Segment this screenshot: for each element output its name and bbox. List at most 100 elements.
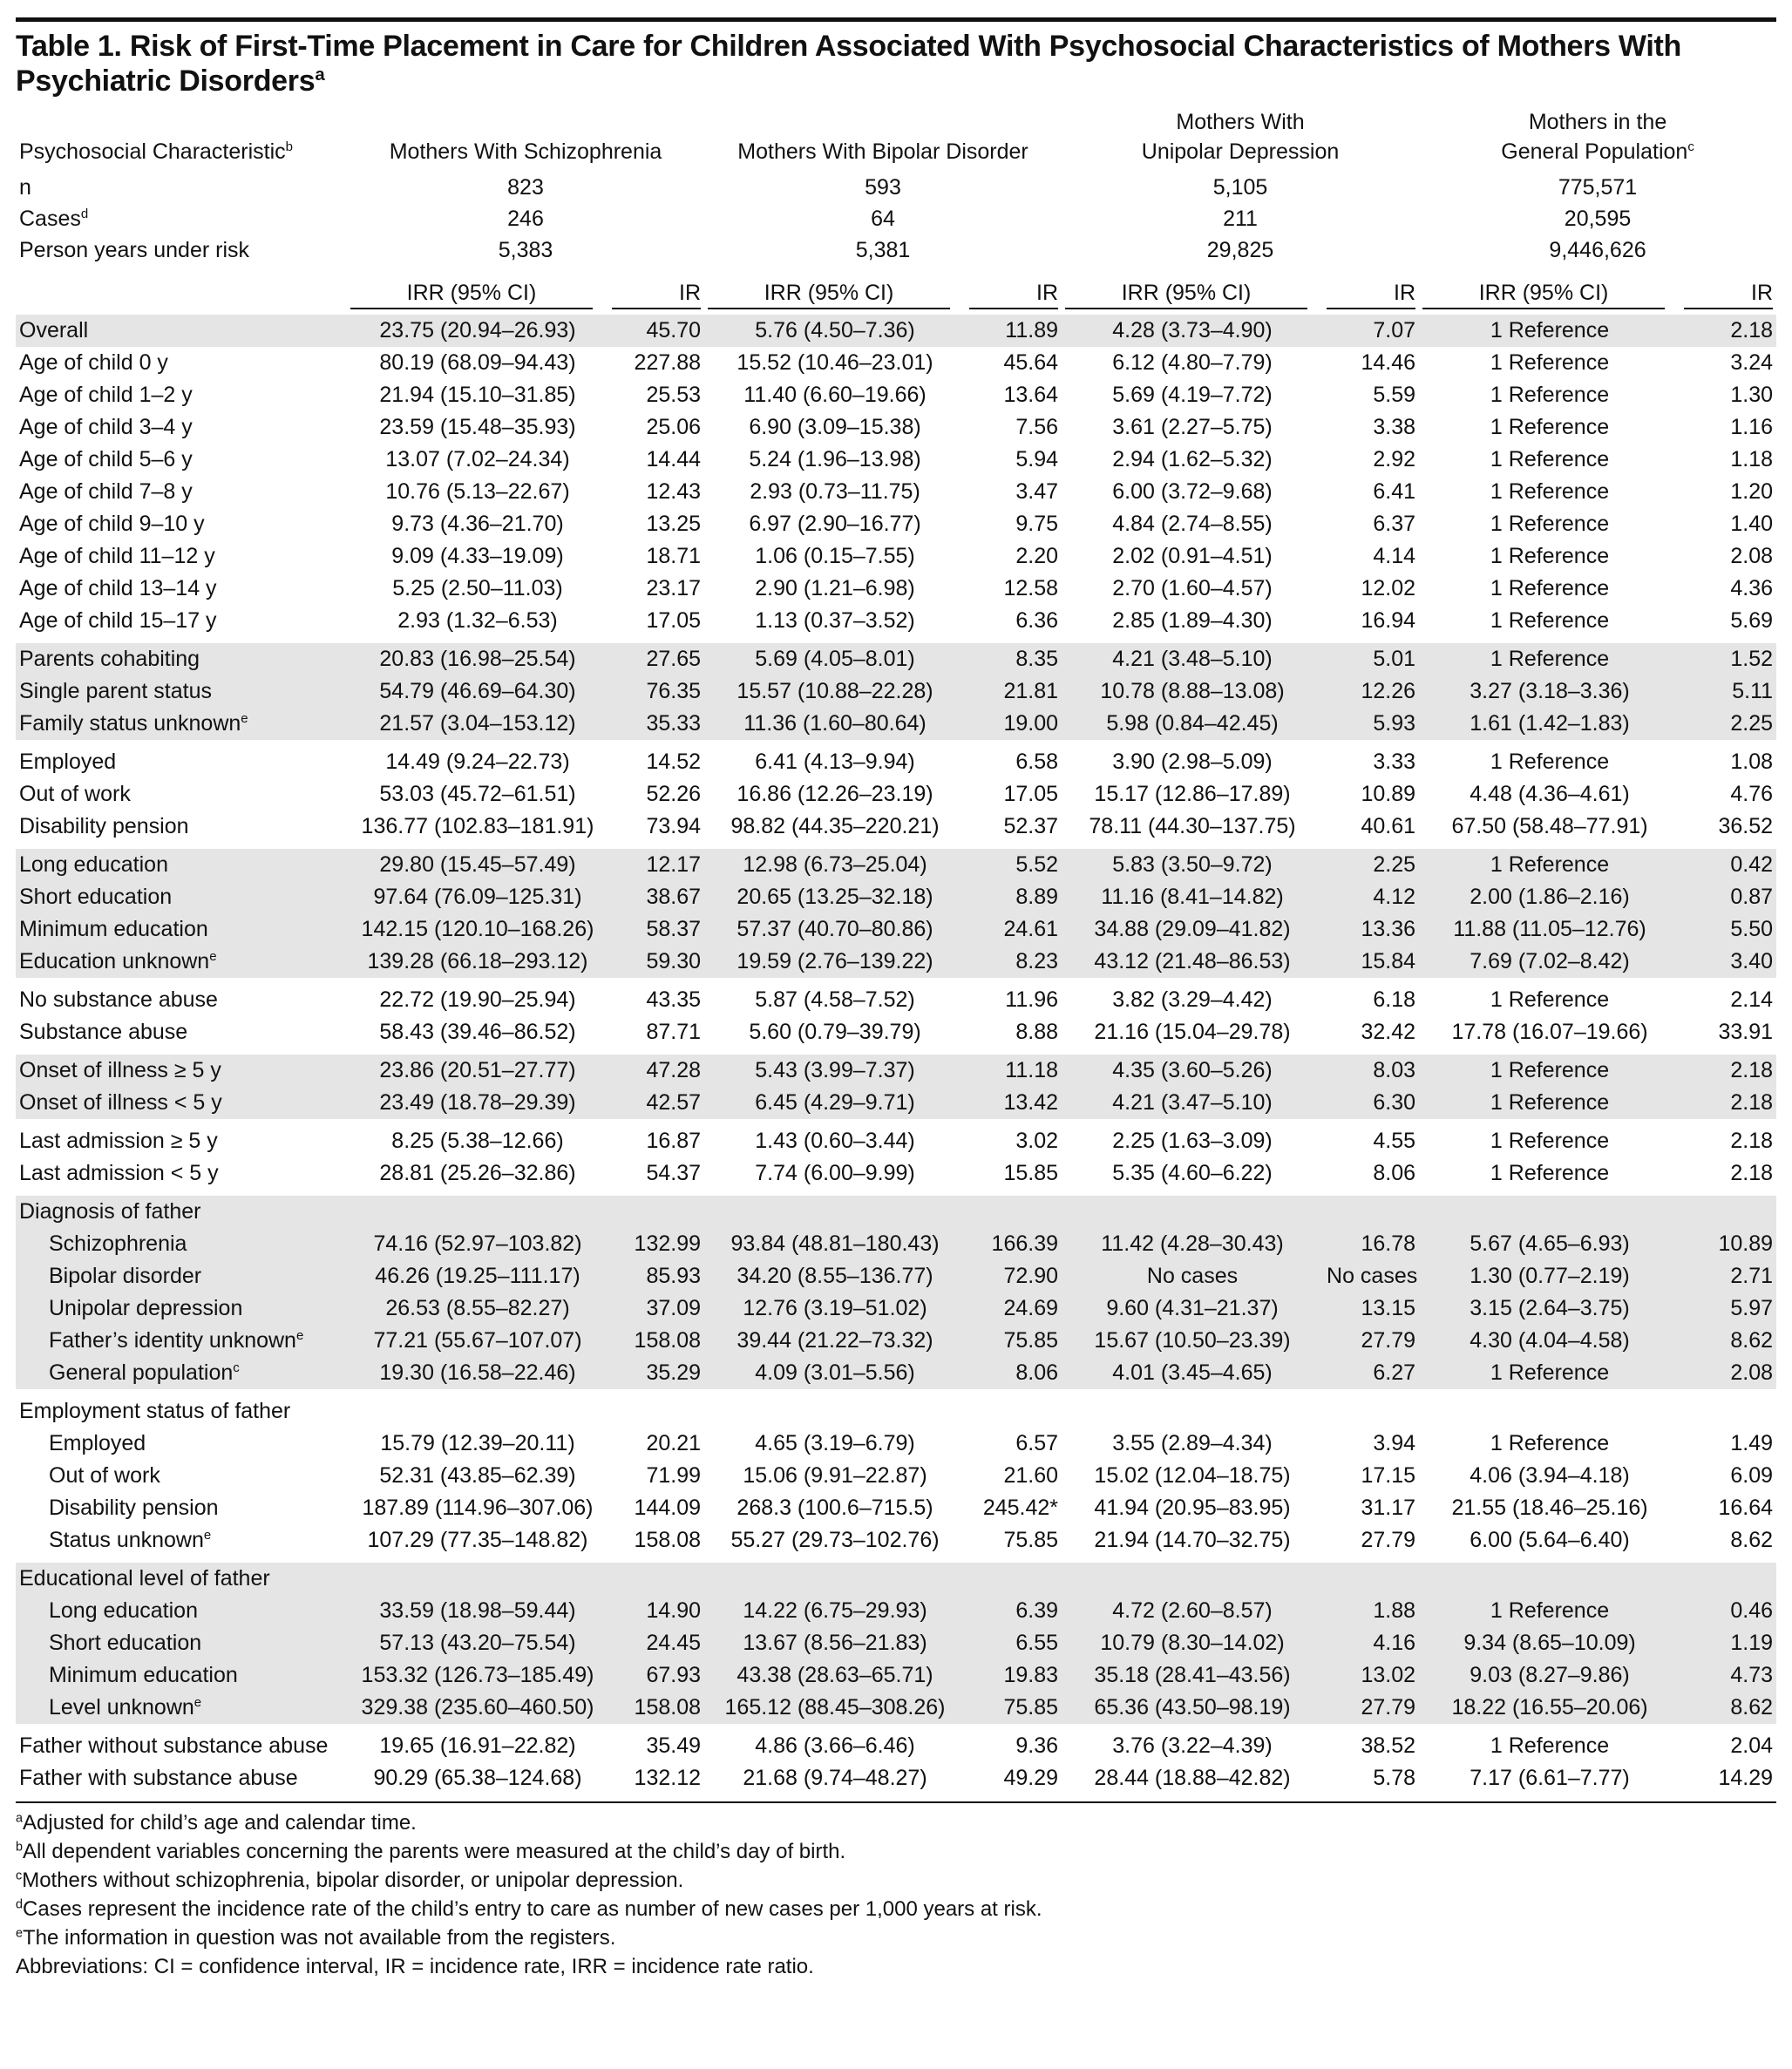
data-row: Last admission < 5 y 28.81 (25.26–32.86) 5…: [16, 1157, 1776, 1190]
group-heading: Employment status of father: [19, 1399, 291, 1423]
ir-cell: 17.15: [1361, 1463, 1416, 1488]
ir-cell: 8.06: [966, 1357, 1062, 1389]
ir-cell: 144.09: [634, 1496, 702, 1520]
header-text: General Population: [1501, 139, 1688, 164]
header-text: Unipolar Depression: [1141, 139, 1340, 164]
ir-cell: 12.26: [1323, 675, 1420, 708]
ir-cell: 0.42: [1680, 849, 1777, 881]
summary-cell: 246: [507, 207, 544, 231]
irr-cell: 67.50 (58.48–77.91): [1451, 814, 1648, 838]
row-label: Age of child 11–12 y: [16, 540, 347, 573]
ir-cell: 38.67: [608, 881, 705, 913]
irr-cell: 153.32 (126.73–185.49): [347, 1659, 608, 1692]
footnote: dCases represent the incidence rate of t…: [16, 1895, 1776, 1923]
irr-cell: 7.69 (7.02–8.42): [1419, 946, 1681, 978]
label-text: Parents cohabiting: [19, 647, 200, 671]
ir-cell: 13.25: [646, 512, 702, 536]
data-row: Minimum education 153.32 (126.73–185.49) 6…: [16, 1659, 1777, 1692]
footnote: eThe information in question was not ava…: [16, 1923, 1776, 1952]
group-heading-row: Educational level of father: [16, 1563, 1777, 1595]
ir-cell: 76.35: [608, 675, 705, 708]
data-row: Out of work 52.31 (43.85–62.39) 71.99 15.06…: [16, 1460, 1776, 1492]
irr-cell: 98.82 (44.35–220.21): [730, 814, 940, 838]
data-row: Age of child 3–4 y 23.59 (15.48–35.93) 25.…: [16, 411, 1776, 444]
data-row: Family status unknowne 21.57 (3.04–153.12…: [16, 708, 1777, 740]
irr-cell: 11.40 (6.60–19.66): [743, 383, 927, 407]
label-text: Father without substance abuse: [19, 1733, 329, 1758]
subheader-cell: IR: [608, 266, 704, 315]
label-text: Disability pension: [19, 814, 189, 838]
ir-cell: 43.35: [646, 987, 702, 1012]
irr-cell: 5.67 (4.65–6.93): [1419, 1228, 1681, 1260]
footnote-marker: d: [16, 1897, 24, 1912]
ir-cell: 1.18: [1730, 447, 1774, 471]
ir-cell: 19.83: [966, 1659, 1062, 1692]
label-text: Onset of illness < 5 y: [19, 1090, 222, 1115]
label-text: Last admission ≥ 5 y: [19, 1129, 218, 1153]
ir-cell: 11.18: [966, 1055, 1062, 1087]
ir-cell: 132.12: [634, 1766, 702, 1790]
irr-cell: 4.06 (3.94–4.18): [1470, 1463, 1630, 1488]
ir-cell: 52.37: [1003, 814, 1059, 838]
irr-cell: 11.42 (4.28–30.43): [1062, 1228, 1324, 1260]
irr-cell: 5.76 (4.50–7.36): [704, 315, 967, 347]
footnote-marker: e: [16, 1926, 24, 1941]
label-text: Out of work: [19, 782, 131, 806]
irr-cell: 1.06 (0.15–7.55): [755, 544, 915, 568]
irr-cell: 43.38 (28.63–65.71): [704, 1659, 967, 1692]
ir-cell: 10.89: [1680, 1228, 1777, 1260]
irr-cell: 5.69 (4.19–7.72): [1112, 383, 1273, 407]
row-label: Level unknowne: [16, 1692, 347, 1724]
row-label: Disability pension: [16, 811, 347, 843]
irr-cell: 17.78 (16.07–19.66): [1451, 1020, 1648, 1044]
row-label: Family status unknowne: [16, 708, 347, 740]
ir-cell: 5.78: [1373, 1766, 1416, 1790]
irr-cell: 6.90 (3.09–15.38): [749, 415, 921, 439]
ir-cell: 35.33: [608, 708, 705, 740]
ir-cell: 40.61: [1361, 814, 1416, 838]
group-gap: [16, 843, 1777, 849]
subheader-text: IR: [1684, 278, 1774, 309]
irr-cell: 1 Reference: [1419, 1595, 1681, 1627]
row-label: Father with substance abuse: [16, 1762, 347, 1794]
irr-cell: 1 Reference: [1490, 1733, 1610, 1758]
row-label: Age of child 13–14 y: [16, 573, 347, 605]
ir-cell: 3.38: [1373, 415, 1416, 439]
row-label: Person years under risk: [16, 234, 347, 266]
irr-cell: 5.69 (4.05–8.01): [704, 643, 967, 675]
footnote-text: Adjusted for child’s age and calendar ti…: [23, 1811, 417, 1835]
irr-cell: 3.82 (3.29–4.42): [1112, 987, 1273, 1012]
row-label: Single parent status: [16, 675, 347, 708]
irr-cell: 13.07 (7.02–24.34): [385, 447, 570, 471]
irr-cell: 1 Reference: [1490, 479, 1610, 504]
gap-cell: [16, 1557, 1777, 1563]
row-label: Out of work: [16, 778, 347, 811]
data-row: Minimum education 142.15 (120.10–168.26) 5…: [16, 913, 1777, 946]
ir-cell: 73.94: [646, 814, 702, 838]
data-row: Onset of illness ≥ 5 y 23.86 (20.51–27.77…: [16, 1055, 1777, 1087]
irr-cell: 6.45 (4.29–9.71): [704, 1087, 967, 1119]
irr-cell: 165.12 (88.45–308.26): [704, 1692, 967, 1724]
footnote-marker: d: [80, 207, 89, 221]
irr-cell: 3.15 (2.64–3.75): [1419, 1292, 1681, 1325]
summary-cell: 775,571: [1558, 175, 1638, 200]
row-label: Out of work: [16, 1460, 347, 1492]
irr-cell: 10.78 (8.88–13.08): [1062, 675, 1324, 708]
irr-cell: 329.38 (235.60–460.50): [347, 1692, 608, 1724]
irr-cell: 34.88 (29.09–41.82): [1062, 913, 1324, 946]
ir-cell: 2.25: [1323, 849, 1420, 881]
data-row: Short education 57.13 (43.20–75.54) 24.45 1…: [16, 1627, 1777, 1659]
irr-cell: 54.79 (46.69–64.30): [347, 675, 608, 708]
ir-cell: 8.62: [1730, 1528, 1774, 1552]
irr-cell: 1 Reference: [1419, 849, 1681, 881]
label-text: Employed: [49, 1431, 146, 1455]
ir-cell: 0.46: [1680, 1595, 1777, 1627]
ir-cell: 1.19: [1680, 1627, 1777, 1659]
ir-cell: 13.64: [1003, 383, 1059, 407]
ir-cell: 21.60: [1003, 1463, 1059, 1488]
ir-cell: 21.81: [966, 675, 1062, 708]
ir-cell: 38.52: [1361, 1733, 1416, 1758]
ir-cell: 14.44: [646, 447, 702, 471]
footnote: cMothers without schizophrenia, bipolar …: [16, 1866, 1776, 1895]
irr-cell: 7.17 (6.61–7.77): [1470, 1766, 1630, 1790]
